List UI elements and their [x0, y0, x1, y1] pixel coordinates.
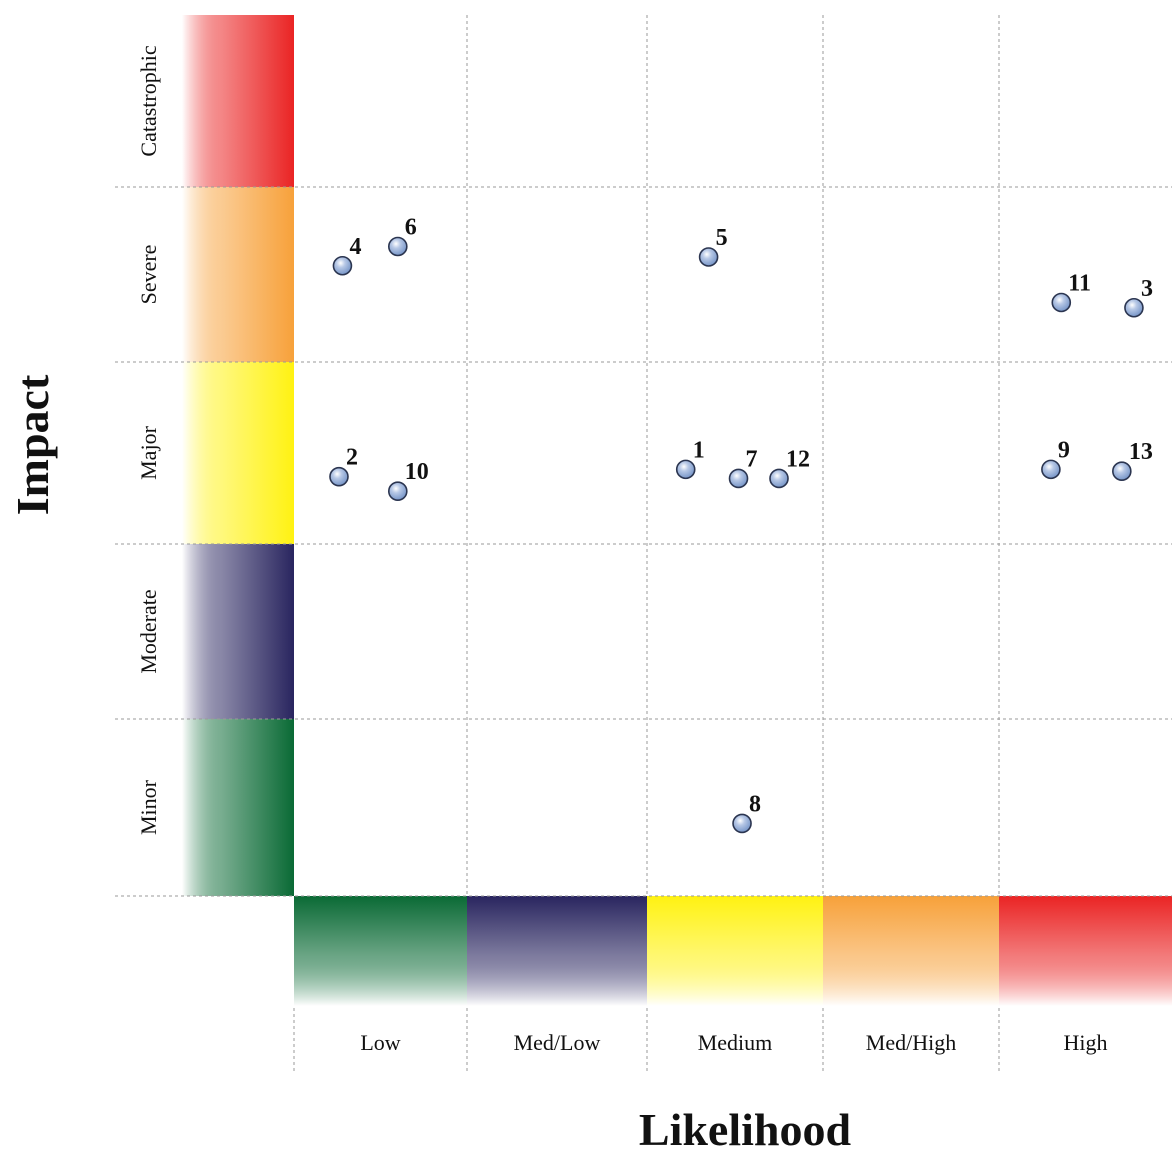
data-point-8: 8: [732, 791, 761, 834]
point-marker: [1112, 461, 1132, 482]
y-axis-title: Impact: [7, 374, 58, 515]
data-point-3: 3: [1124, 276, 1153, 318]
point-label: 13: [1129, 439, 1153, 465]
y-band-catastrophic: [182, 15, 294, 187]
point-label: 3: [1141, 276, 1153, 302]
point-marker: [1124, 297, 1144, 318]
data-point-12: 12: [769, 446, 810, 489]
point-marker: [332, 255, 353, 276]
data-point-5: 5: [698, 225, 728, 267]
point-marker: [728, 468, 749, 489]
x-tick-label-high: High: [1064, 1030, 1108, 1055]
point-label: 4: [349, 234, 361, 260]
x-tick-label-med-low: Med/Low: [514, 1030, 601, 1055]
point-marker: [329, 466, 349, 487]
point-label: 9: [1058, 437, 1070, 463]
point-marker: [1041, 459, 1061, 480]
y-tick-label-severe: Severe: [136, 245, 161, 305]
x-band-medium: [647, 896, 823, 1006]
point-label: 12: [786, 446, 810, 472]
x-band-high: [999, 896, 1172, 1006]
point-marker: [1051, 292, 1072, 313]
data-point-10: 10: [387, 459, 429, 502]
data-point-13: 13: [1112, 439, 1153, 482]
point-label: 5: [716, 225, 728, 251]
point-marker: [698, 247, 719, 267]
x-tick-label-med-high: Med/High: [866, 1030, 956, 1055]
point-marker: [387, 236, 408, 257]
y-tick-label-catastrophic: Catastrophic: [136, 45, 161, 156]
point-label: 6: [405, 215, 417, 241]
point-marker: [769, 468, 789, 489]
point-label: 8: [749, 791, 761, 817]
data-point-7: 7: [728, 446, 758, 489]
point-label: 1: [693, 437, 705, 463]
point-label: 10: [405, 459, 429, 485]
y-tick-label-minor: Minor: [136, 779, 161, 835]
data-point-11: 11: [1051, 271, 1091, 313]
y-band-severe: [182, 187, 294, 362]
point-label: 7: [746, 446, 758, 472]
data-point-6: 6: [387, 215, 417, 257]
x-band-low: [294, 896, 467, 1006]
data-point-4: 4: [332, 234, 361, 276]
y-tick-label-major: Major: [136, 425, 161, 479]
data-point-9: 9: [1041, 437, 1070, 480]
x-axis-title: Likelihood: [639, 1104, 852, 1150]
y-band-major: [182, 362, 294, 544]
x-band-med-high: [823, 896, 999, 1006]
data-point-2: 2: [329, 445, 358, 487]
point-marker: [732, 813, 752, 834]
point-label: 2: [346, 445, 358, 471]
data-point-1: 1: [675, 437, 705, 480]
y-band-minor: [182, 719, 294, 896]
x-band-med-low: [467, 896, 647, 1006]
point-marker: [387, 481, 408, 502]
x-tick-label-low: Low: [360, 1030, 400, 1055]
y-band-moderate: [182, 544, 294, 719]
y-tick-label-moderate: Moderate: [136, 589, 161, 673]
point-label: 11: [1068, 271, 1091, 297]
x-tick-label-medium: Medium: [698, 1030, 773, 1055]
point-marker: [675, 459, 696, 480]
